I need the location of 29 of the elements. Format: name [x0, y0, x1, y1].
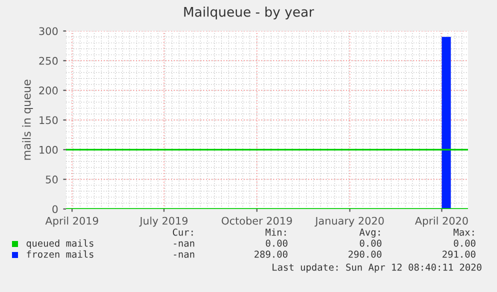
x-tick-label: April 2020 [415, 216, 468, 227]
text: -nan [174, 252, 194, 258]
y-tick-label: 100 [40, 146, 58, 154]
text: 290.00 [348, 250, 382, 258]
legend-label: frozen mails [26, 250, 94, 258]
x-tick-label: April 2019 [45, 216, 98, 227]
y-tick-label: 50 [46, 176, 58, 184]
text: -nan [174, 241, 194, 247]
legend-label: queued mails [26, 239, 94, 249]
x-tick-label: July 2019 [139, 216, 188, 227]
text: Max: [454, 228, 474, 236]
x-tick-label: October 2019 [222, 216, 292, 225]
text: Cur: [172, 228, 193, 236]
text: 0.00 [360, 240, 382, 247]
text: Min: [266, 228, 286, 236]
y-axis-title: mails in queue [22, 80, 33, 160]
chart-title: Mailqueue - by year [184, 6, 314, 20]
y-tick-label: 200 [39, 86, 58, 94]
text: Avg: [359, 228, 380, 238]
x-tick-label: January 2020 [314, 216, 384, 227]
y-tick-label: 300 [39, 27, 58, 36]
text: 0.00 [454, 240, 476, 247]
y-tick-label: 250 [39, 56, 58, 65]
y-tick-label: 150 [40, 116, 58, 124]
text: 0.00 [266, 240, 288, 247]
text: 291.00 [442, 250, 476, 258]
text: Last update: Sun Apr 12 08:40:11 2020 [272, 263, 482, 273]
text: 289.00 [254, 250, 288, 258]
y-tick-label: 0 [52, 205, 58, 214]
